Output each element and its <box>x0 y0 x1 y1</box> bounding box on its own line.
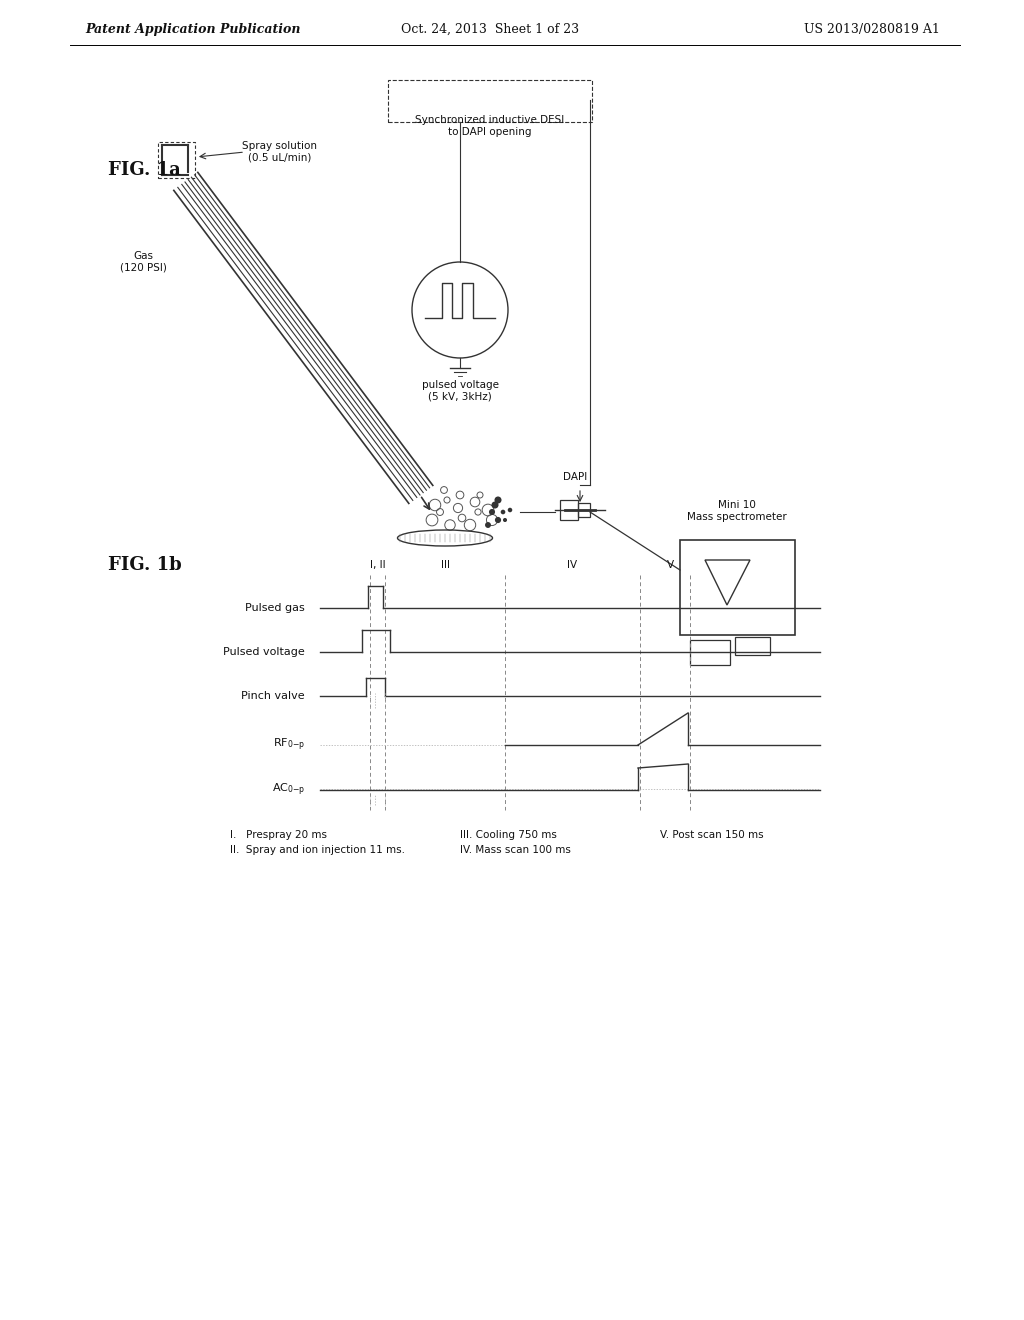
Text: IV. Mass scan 100 ms: IV. Mass scan 100 ms <box>460 845 570 855</box>
Text: Pinch valve: Pinch valve <box>242 690 305 701</box>
Text: Synchronized inductive DESI
to DAPI opening: Synchronized inductive DESI to DAPI open… <box>416 115 564 136</box>
Circle shape <box>488 510 495 515</box>
Text: V. Post scan 150 ms: V. Post scan 150 ms <box>660 830 764 840</box>
Text: V: V <box>667 560 674 570</box>
Circle shape <box>501 510 505 515</box>
Text: Patent Application Publication: Patent Application Publication <box>85 22 300 36</box>
Text: II.  Spray and ion injection 11 ms.: II. Spray and ion injection 11 ms. <box>230 845 406 855</box>
Text: Pulsed gas: Pulsed gas <box>246 603 305 612</box>
Circle shape <box>508 508 512 512</box>
Text: Pulsed voltage: Pulsed voltage <box>223 647 305 657</box>
Text: FIG. 1a: FIG. 1a <box>108 161 181 180</box>
Text: I, II: I, II <box>370 560 385 570</box>
Circle shape <box>495 517 501 523</box>
Text: DAPI: DAPI <box>563 473 587 482</box>
Text: pulsed voltage
(5 kV, 3kHz): pulsed voltage (5 kV, 3kHz) <box>422 380 499 401</box>
Text: Gas
(120 PSI): Gas (120 PSI) <box>120 251 167 273</box>
Text: FIG. 1b: FIG. 1b <box>108 556 181 574</box>
Text: Mini 10
Mass spectrometer: Mini 10 Mass spectrometer <box>687 500 786 521</box>
Text: III: III <box>440 560 450 570</box>
Text: $\mathregular{RF}_{0\mathregular{-p}}$: $\mathregular{RF}_{0\mathregular{-p}}$ <box>272 737 305 754</box>
Circle shape <box>485 521 490 528</box>
Text: III. Cooling 750 ms: III. Cooling 750 ms <box>460 830 557 840</box>
Circle shape <box>495 496 502 503</box>
Text: Oct. 24, 2013  Sheet 1 of 23: Oct. 24, 2013 Sheet 1 of 23 <box>401 22 579 36</box>
Text: IV: IV <box>567 560 578 570</box>
Text: Spray solution
(0.5 uL/min): Spray solution (0.5 uL/min) <box>243 141 317 162</box>
Circle shape <box>503 517 507 521</box>
Circle shape <box>492 502 499 508</box>
Text: US 2013/0280819 A1: US 2013/0280819 A1 <box>804 22 940 36</box>
Text: I.   Prespray 20 ms: I. Prespray 20 ms <box>230 830 327 840</box>
Text: $\mathregular{AC}_{0\mathregular{-p}}$: $\mathregular{AC}_{0\mathregular{-p}}$ <box>271 781 305 799</box>
